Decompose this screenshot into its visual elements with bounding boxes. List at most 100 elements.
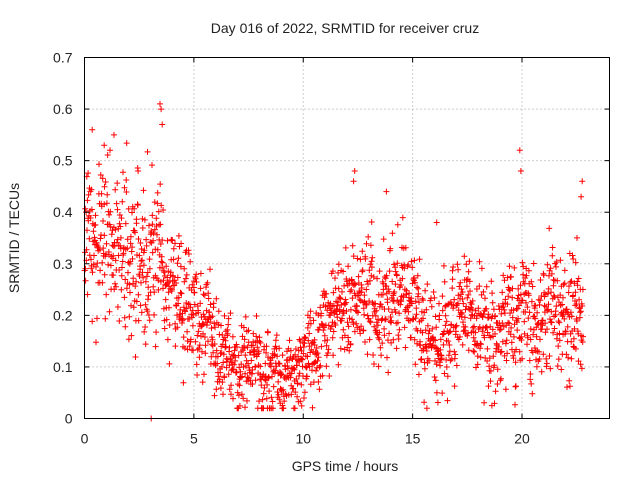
data-point bbox=[497, 377, 504, 384]
data-point bbox=[145, 312, 152, 318]
data-point bbox=[138, 309, 145, 316]
data-point bbox=[577, 308, 584, 315]
data-point bbox=[543, 355, 550, 362]
data-point bbox=[465, 268, 472, 275]
data-point bbox=[216, 376, 223, 383]
data-point bbox=[424, 281, 431, 288]
data-point bbox=[171, 277, 178, 284]
data-point bbox=[315, 378, 322, 385]
data-point bbox=[220, 391, 226, 398]
data-point bbox=[208, 334, 215, 341]
data-point bbox=[85, 191, 92, 198]
data-point bbox=[187, 336, 194, 343]
data-point bbox=[489, 290, 496, 297]
data-point bbox=[549, 244, 556, 251]
data-point bbox=[318, 343, 325, 350]
data-point bbox=[307, 314, 313, 321]
data-point bbox=[149, 249, 156, 256]
data-point bbox=[166, 322, 173, 328]
data-point bbox=[430, 289, 437, 295]
data-point bbox=[547, 265, 554, 272]
data-point bbox=[401, 265, 408, 272]
data-point bbox=[433, 219, 440, 226]
data-point bbox=[219, 379, 226, 386]
data-point bbox=[574, 234, 580, 241]
data-point bbox=[492, 388, 499, 395]
data-point bbox=[471, 323, 478, 330]
data-point bbox=[114, 239, 120, 246]
data-point bbox=[360, 327, 367, 334]
data-point bbox=[360, 305, 367, 312]
data-point bbox=[112, 186, 119, 193]
data-point bbox=[497, 349, 504, 356]
data-point bbox=[218, 363, 225, 370]
data-point bbox=[529, 349, 536, 356]
data-point bbox=[166, 304, 172, 311]
data-point bbox=[126, 313, 133, 320]
data-point bbox=[237, 368, 244, 375]
data-point bbox=[342, 244, 349, 251]
data-point bbox=[551, 325, 558, 332]
data-point bbox=[304, 353, 311, 360]
data-point bbox=[364, 278, 371, 285]
data-point bbox=[278, 370, 284, 377]
data-point bbox=[266, 388, 273, 395]
data-point bbox=[242, 404, 248, 411]
data-point bbox=[576, 296, 583, 303]
data-point bbox=[303, 364, 310, 371]
data-point bbox=[528, 298, 535, 305]
data-point bbox=[185, 251, 192, 257]
data-point bbox=[292, 346, 299, 352]
data-point bbox=[263, 349, 270, 356]
data-point bbox=[383, 272, 390, 279]
data-point bbox=[387, 245, 394, 252]
data-point bbox=[92, 212, 99, 219]
data-point bbox=[491, 362, 498, 369]
data-point bbox=[149, 212, 156, 219]
data-point bbox=[122, 220, 129, 227]
data-point bbox=[209, 313, 216, 320]
data-point bbox=[135, 317, 142, 324]
data-point bbox=[220, 351, 227, 358]
data-point bbox=[355, 309, 362, 316]
data-point bbox=[541, 302, 548, 309]
data-point bbox=[440, 262, 447, 269]
data-point bbox=[157, 181, 164, 188]
data-point bbox=[443, 356, 450, 363]
data-point bbox=[511, 264, 518, 271]
data-point bbox=[344, 344, 351, 351]
data-point bbox=[568, 313, 575, 320]
data-point bbox=[101, 201, 108, 208]
data-point bbox=[192, 275, 199, 282]
data-point bbox=[91, 234, 98, 241]
data-point bbox=[222, 337, 229, 344]
data-point bbox=[526, 309, 533, 316]
data-point bbox=[560, 281, 567, 288]
data-point bbox=[103, 291, 110, 298]
data-point bbox=[385, 286, 392, 293]
data-point bbox=[503, 337, 510, 344]
data-point bbox=[537, 277, 544, 283]
data-point bbox=[425, 330, 432, 337]
data-point bbox=[329, 334, 336, 341]
data-point bbox=[146, 222, 152, 229]
data-point bbox=[433, 324, 440, 331]
data-point bbox=[488, 278, 495, 285]
data-point bbox=[500, 303, 507, 310]
data-point bbox=[147, 239, 154, 246]
data-point bbox=[376, 268, 383, 275]
data-point bbox=[445, 338, 452, 345]
data-point bbox=[495, 343, 502, 350]
data-point bbox=[219, 341, 226, 348]
data-point bbox=[499, 289, 506, 296]
data-point bbox=[396, 326, 403, 333]
data-point bbox=[180, 379, 187, 386]
data-point bbox=[149, 162, 155, 169]
data-point bbox=[132, 354, 139, 360]
data-point bbox=[150, 283, 157, 290]
data-point bbox=[142, 278, 149, 285]
data-point bbox=[473, 364, 479, 371]
data-point bbox=[154, 246, 161, 253]
data-point bbox=[118, 272, 125, 279]
